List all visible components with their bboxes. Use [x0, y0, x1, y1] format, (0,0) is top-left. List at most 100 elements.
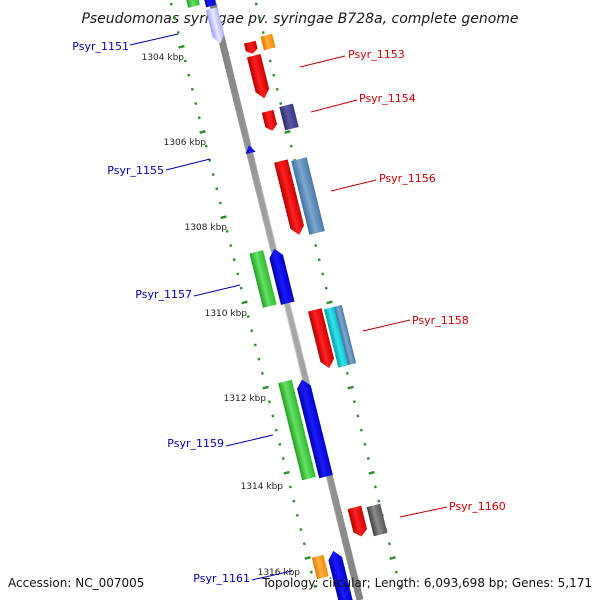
gene-label-psyr-1156[interactable]: Psyr_1156 [379, 172, 436, 185]
ruler-track-outer-right-dot [373, 485, 377, 489]
ruler-track-outer-right-dot [345, 371, 349, 375]
gene-label-lines [129, 33, 448, 581]
gene-feature-psyr-1159-green [278, 379, 316, 481]
ruler-track-outer-left-dot [292, 499, 296, 503]
ruler-track-outer-left-dot [313, 584, 317, 588]
gene-feature-psyr-1158 [323, 306, 351, 368]
ruler-track-outer-left-dot [257, 357, 261, 361]
ruler-track-outer-left-dot [262, 385, 269, 390]
leader-line-psyr-1153 [299, 55, 346, 68]
leader-line-psyr-1154 [310, 99, 358, 113]
gene-feature-psyr-1161 [328, 550, 354, 600]
gene-feature-psyr-1161-orange [311, 554, 329, 580]
ruler-track-outer-left-dot [295, 513, 299, 517]
kbp-label: 1312 kbp [224, 394, 267, 404]
ruler-track-outer-left-dot [173, 16, 177, 20]
gene-feature-psyr-1157 [249, 250, 277, 308]
kbp-label: 1306 kbp [164, 138, 207, 148]
gene-feature-psyr-1158-steel [333, 304, 357, 366]
ruler-track-outer-right-dot [254, 2, 258, 6]
gene-features [185, 0, 388, 600]
ruler-track-outer-right-dot [289, 144, 293, 148]
ruler-track-outer-left-dot [176, 31, 180, 34]
ruler-track-outer-left-dot [283, 470, 290, 475]
gene-label-psyr-1158[interactable]: Psyr_1158 [412, 314, 469, 327]
ruler-track-outer-right-dot [356, 414, 360, 418]
gene-label-psyr-1157[interactable]: Psyr_1157 [135, 288, 192, 301]
ruler-track-outer-right-dot [279, 102, 283, 105]
ruler-track-outer-left-dot [253, 343, 257, 347]
ruler-track-outer-left-dot [239, 286, 243, 290]
gene-label-psyr-1154[interactable]: Psyr_1154 [359, 92, 416, 105]
gene-label-psyr-1151[interactable]: Psyr_1151 [72, 40, 129, 53]
leader-line-psyr-1160 [399, 506, 448, 518]
kbp-label: 1304 kbp [142, 53, 185, 63]
gene-label-psyr-1155[interactable]: Psyr_1155 [107, 164, 164, 177]
gene-feature-small-orange [260, 33, 276, 51]
ruler-track-outer-left-dot [271, 414, 275, 418]
leader-line-psyr-1159 [225, 434, 274, 447]
leader-line-psyr-1161 [251, 570, 293, 581]
ruler-track-outer-right-dot [268, 59, 272, 63]
ruler-track-outer-right-dot [284, 130, 291, 134]
gene-feature-psyr-1160 [366, 503, 388, 537]
kbp-label: 1316 kbp [258, 568, 301, 578]
ruler-track-outer-left-dot [215, 187, 219, 191]
ruler-track-outer-left-dot [220, 215, 227, 220]
gene-label-psyr-1153[interactable]: Psyr_1153 [348, 48, 405, 61]
ruler-track-outer-left-dot [250, 329, 254, 333]
gene-feature-psyr-1154 [279, 103, 299, 131]
ruler-track-outer-left-dot [278, 442, 282, 446]
ruler-track-outer-right-dot [317, 258, 321, 262]
leader-line-psyr-1158 [362, 319, 411, 332]
ruler-track-outer-right-dot [261, 31, 265, 34]
ruler-track-outer-left-dot [246, 315, 250, 318]
ruler-track-outer-right-dot [352, 400, 356, 404]
ruler-track-outer-left-dot [304, 556, 311, 560]
gene-label-psyr-1159[interactable]: Psyr_1159 [167, 437, 224, 450]
ruler-track-outer-left-dot [267, 400, 271, 404]
ruler-track-outer-left-dot [309, 570, 313, 574]
ruler-track-outer-right-dot [275, 87, 279, 91]
ruler-track-outer-left-dot [241, 300, 248, 305]
ruler-track-outer-left-dot [274, 428, 278, 432]
gene-feature-psyr-1156-red [274, 159, 305, 235]
ruler-track-outer-left-dot [178, 44, 185, 49]
kbp-label: 1308 kbp [185, 223, 228, 233]
ruler-track-outer-left-dot [204, 144, 208, 148]
leader-line-psyr-1151 [129, 33, 179, 46]
gene-label-psyr-1160[interactable]: Psyr_1160 [449, 500, 506, 513]
ruler-track-outer-left-dot [229, 244, 233, 247]
ruler-track-outer-right-dot [368, 470, 375, 475]
ruler-track-outer-right-dot [398, 584, 402, 588]
gene-feature-psyr-1160-red [347, 505, 367, 537]
ruler-track-outer-left-dot [211, 173, 215, 176]
gene-label-psyr-1161[interactable]: Psyr_1161 [193, 572, 250, 585]
ruler-track-outer-right-dot [324, 286, 328, 290]
ruler-track-outer-left-dot [260, 371, 264, 375]
ruler-track-outer-right-dot [326, 300, 333, 305]
ruler-track-outer-left-dot [194, 102, 198, 105]
ruler-track-outer-right-dot [347, 385, 354, 390]
ruler-track-outer-right-dot [363, 442, 367, 446]
ruler-track-outer-left-dot [187, 73, 191, 77]
ruler-track-outer-right-dot [314, 244, 318, 247]
ruler-track-outer-right-dot [366, 457, 370, 460]
gene-feature-psyr-1158-red [307, 308, 335, 369]
gene-feature-small-red [243, 40, 258, 54]
ruler-track-outer-right-dot [377, 499, 381, 503]
accession-text: Accession: NC_007005 [8, 576, 144, 590]
ruler-track-outer-right-dot [258, 16, 262, 20]
topology-text: Topology: circular; Length: 6,093,698 bp… [261, 576, 592, 590]
gene-feature-top-blue [203, 0, 216, 8]
map-title: Pseudomonas syringae pv. syringae B728a,… [81, 11, 518, 27]
gene-feature-psyr-1155 [245, 145, 256, 155]
gene-feature-top-green [185, 0, 200, 8]
ruler-track-outer-right-dot [321, 272, 325, 276]
ruler-track-outer-left-dot [199, 130, 206, 134]
ruler-track-outer-left-dot [225, 229, 229, 233]
leader-line-psyr-1157 [193, 284, 241, 297]
gene-feature-psyr-1151 [205, 7, 225, 44]
ruler-track-outer-right-dot [272, 73, 276, 77]
